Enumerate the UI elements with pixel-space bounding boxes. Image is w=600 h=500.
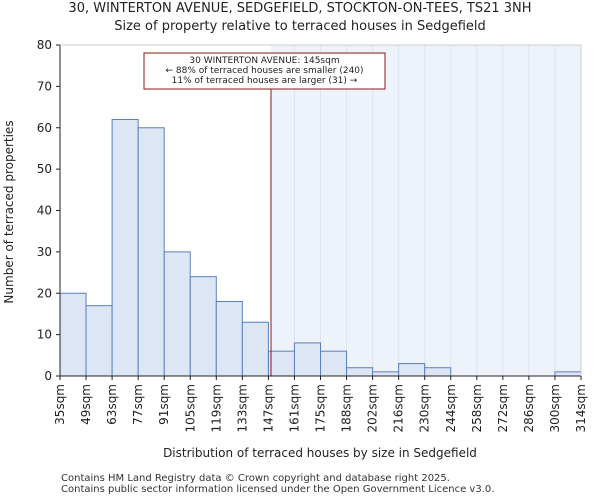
x-tick-label: 35sqm [53,384,67,425]
histogram-bar [215,301,243,377]
annotation-line-1: 30 WINTERTON AVENUE: 145sqm [189,56,339,66]
histogram-bar [241,321,269,377]
y-axis-label: Number of terraced properties [2,120,16,303]
chart-subtitle: Size of property relative to terraced ho… [114,19,486,34]
x-tick-label: 314sqm [574,384,588,432]
x-tick-label: 300sqm [548,384,562,432]
y-tick-label: 50 [37,162,52,176]
x-tick-label: 286sqm [522,384,536,432]
histogram-bar [424,367,452,377]
larger-region-shade [271,45,581,376]
x-tick-label: 188sqm [340,384,354,432]
x-tick-label: 258sqm [470,384,484,432]
y-tick-label: 80 [37,38,52,52]
histogram-bar [372,371,400,377]
x-tick-label: 77sqm [131,384,145,425]
bars-group [59,45,582,377]
x-tick-label: 147sqm [261,384,275,432]
x-tick-label: 161sqm [287,384,301,432]
x-tick-label: 105sqm [183,384,197,432]
x-tick-label: 244sqm [444,384,458,432]
x-tick-label: 133sqm [235,384,249,432]
y-tick-label: 70 [37,79,52,93]
chart-title: 30, WINTERTON AVENUE, SEDGEFIELD, STOCKT… [68,1,532,16]
x-axis-label: Distribution of terraced houses by size … [163,446,477,460]
x-tick-label: 49sqm [79,384,93,425]
x-tick-label: 119sqm [209,384,223,432]
x-tick-label: 63sqm [105,384,119,425]
x-tick-label: 230sqm [418,384,432,432]
histogram-chart: 30 WINTERTON AVENUE: 145sqm ← 88% of ter… [2,38,588,460]
annotation-line-3: 11% of terraced houses are larger (31) → [172,76,358,86]
histogram-bar [59,292,87,377]
histogram-bar [293,342,322,377]
x-ticks-group: 35sqm 49sqm 63sqm 77sqm 91sqm 105sqm 119sqm 133… [53,376,588,432]
y-tick-label: 20 [37,286,52,300]
histogram-bar [137,127,165,377]
y-tick-label: 30 [37,245,52,259]
histogram-bar [398,363,426,377]
y-tick-label: 0 [44,369,52,383]
x-tick-label: 91sqm [157,384,171,425]
histogram-bar [111,118,139,377]
histogram-bar [554,371,582,377]
histogram-bar [163,251,191,377]
x-tick-label: 202sqm [366,384,380,432]
histogram-bar [267,350,295,377]
y-ticks-group: 0 10 20 30 40 50 60 70 80 [37,38,60,383]
footer-copyright: Contains HM Land Registry data © Crown c… [61,473,450,484]
annotation-line-2: ← 88% of terraced houses are smaller (24… [165,66,363,76]
annotation-box-frame [143,52,386,90]
annotation-box: 30 WINTERTON AVENUE: 145sqm ← 88% of ter… [143,52,386,90]
y-tick-label: 40 [37,204,52,218]
footer-licence: Contains public sector information licen… [61,484,495,495]
histogram-bar [320,350,348,377]
histogram-bar [346,367,374,377]
x-tick-label: 175sqm [314,384,328,432]
x-tick-label: 272sqm [496,384,510,432]
histogram-bar [85,305,113,377]
histogram-bar [189,276,217,377]
y-tick-label: 60 [37,121,52,135]
y-tick-label: 10 [37,328,52,342]
x-tick-label: 216sqm [392,384,406,432]
